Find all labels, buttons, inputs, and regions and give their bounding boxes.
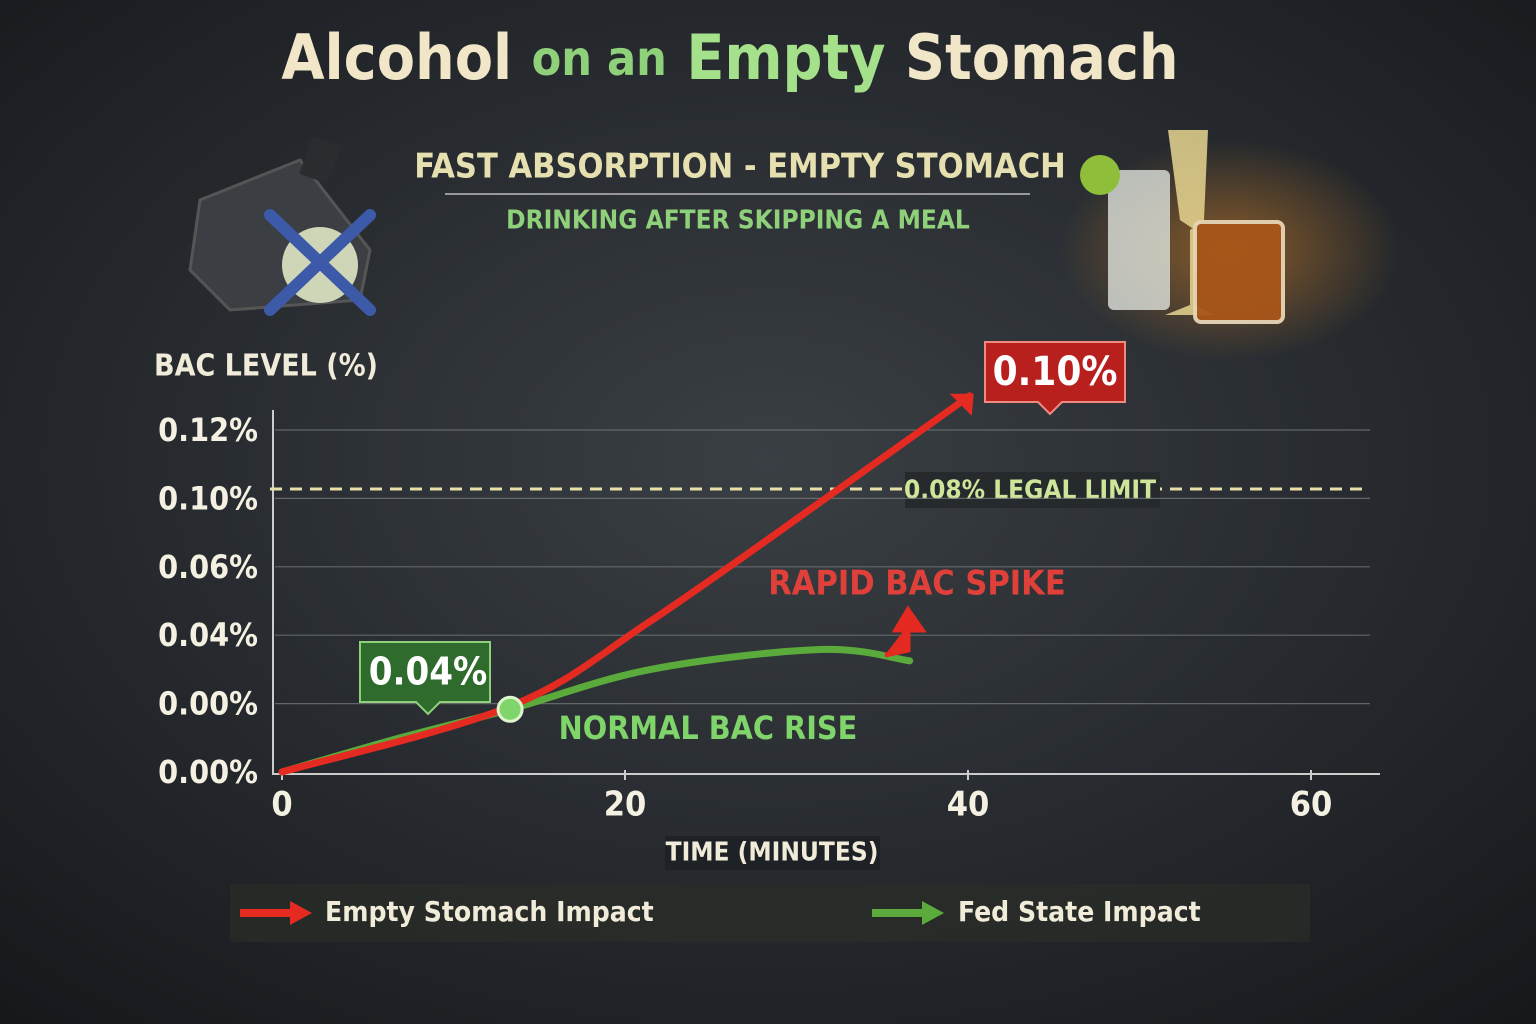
annotation: 0.10%: [993, 349, 1118, 395]
title-part: Stomach: [905, 21, 1179, 94]
annotation: NORMAL BAC RISE: [559, 709, 858, 747]
x-tick-label: 60: [1290, 785, 1333, 825]
arrowhead: [949, 393, 974, 416]
label-bg: [665, 836, 880, 870]
badge: [984, 341, 1126, 416]
x-tick-label: 40: [947, 785, 990, 825]
x-tick-label: 20: [604, 785, 647, 825]
legend-bg: [230, 884, 1310, 942]
x-axis-label: TIME (MINUTES): [666, 838, 879, 868]
title-part: Empty: [686, 21, 885, 94]
badge: [359, 641, 491, 716]
series-line: [278, 392, 974, 776]
y-tick-label: 0.00%: [158, 685, 258, 723]
point: [496, 695, 524, 723]
y-tick-label: 0.06%: [158, 548, 258, 586]
y-tick-label: 0.10%: [158, 479, 258, 517]
y-tick-label: 0.00%: [158, 753, 258, 791]
y-tick-label: 0.04%: [158, 616, 258, 654]
legend-swatch: [922, 901, 944, 925]
label-bg: [905, 472, 1160, 508]
y-tick-label: 0.12%: [158, 411, 258, 449]
subtitle: DRINKING AFTER SKIPPING A MEAL: [506, 206, 970, 236]
title-part: on an: [532, 31, 667, 87]
subtitle: FAST ABSORPTION - EMPTY STOMACH: [414, 147, 1066, 187]
chart-title: Alcohol on an Empty Stomach: [281, 21, 1178, 94]
bottle-icon: [188, 136, 376, 316]
x-tick-label: 0: [271, 785, 292, 825]
y-axis-label: BAC LEVEL (%): [154, 349, 378, 384]
legend-label: Empty Stomach Impact: [325, 895, 654, 928]
annotation: 0.04%: [369, 650, 488, 694]
spike-arrow: [884, 605, 927, 658]
legend-label: Fed State Impact: [958, 895, 1201, 928]
drinks-icon: [1080, 130, 1285, 324]
title-part: Alcohol: [281, 21, 512, 94]
annotation: RAPID BAC SPIKE: [768, 564, 1066, 604]
legend-swatch: [290, 901, 312, 925]
annotation: 0.08% LEGAL LIMIT: [904, 476, 1156, 506]
